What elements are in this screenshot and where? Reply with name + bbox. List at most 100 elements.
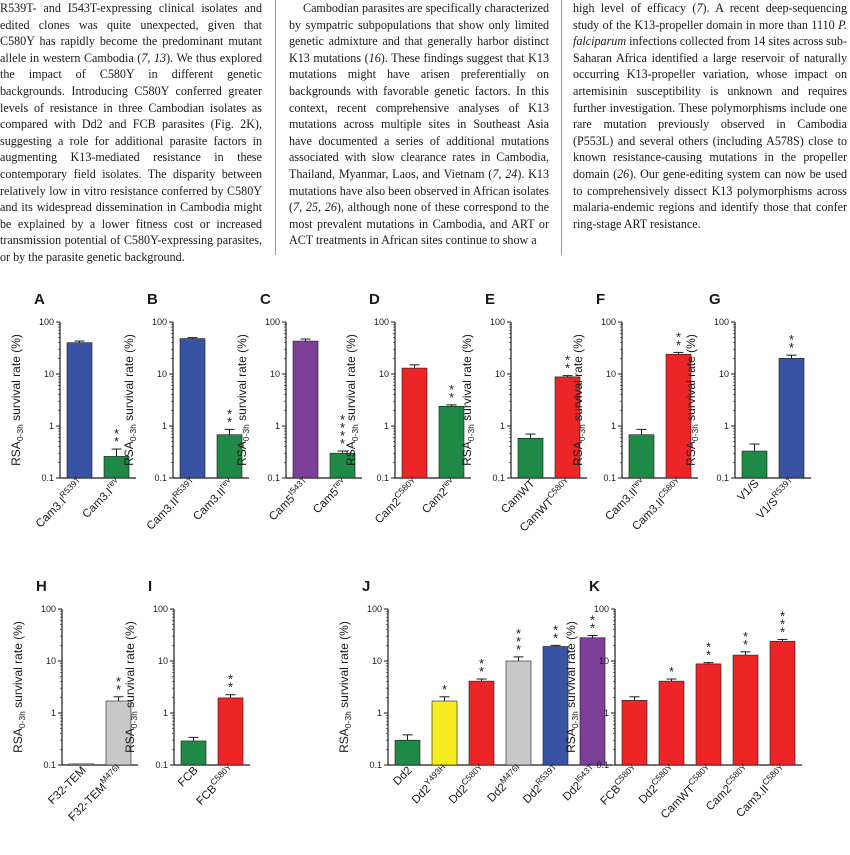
x-tick-label: Cam5rev — [308, 474, 350, 516]
bar — [68, 763, 95, 766]
column-rule — [561, 0, 562, 255]
italic-run: 7 — [492, 166, 499, 181]
italic-run: 7 — [141, 50, 148, 65]
y-tick-label: 1 — [611, 421, 616, 431]
significance-stars: * * — [227, 406, 232, 429]
text-run: , — [147, 50, 154, 65]
panel-e: E RSA0-3h survival rate (%) 100 10 1 0.1CamWT… — [460, 291, 587, 534]
text-run: , — [299, 200, 306, 215]
bar — [665, 353, 692, 479]
significance-stars: * — [442, 682, 447, 697]
y-tick-label: 1 — [275, 421, 280, 431]
column-paragraph: high level of efficacy (7). A recent dee… — [573, 0, 847, 232]
y-tick-label: 10 — [270, 369, 280, 379]
italic-run: 7 — [293, 200, 300, 215]
x-tick-label: Dd2C580Y — [444, 762, 489, 807]
italic-run: 13 — [154, 50, 167, 65]
bar — [394, 739, 421, 766]
significance-stars: * * — [553, 622, 558, 645]
y-tick-label: 0.1 — [603, 473, 616, 483]
x-tick-label: Dd2R539T — [518, 762, 562, 806]
significance-stars: * * — [590, 612, 595, 635]
x-tick-label: Cam3.IIrev — [188, 474, 237, 523]
significance-stars: * * — [116, 674, 121, 697]
italic-run: 26 — [324, 200, 337, 215]
significance-stars: * * — [676, 329, 681, 352]
panel-letter: A — [34, 291, 45, 308]
significance-stars: * * — [565, 353, 570, 376]
y-tick-label: 100 — [153, 604, 168, 614]
column-paragraph: R539T- and I543T-expressing clinical iso… — [0, 0, 262, 266]
y-axis-label: RSA0-3h survival rate (%) — [571, 334, 587, 466]
bar — [579, 637, 606, 766]
panel-g: G RSA0-3h survival rate (%) 100 10 1 0.1 V1/S *… — [684, 291, 811, 522]
y-tick-label: 100 — [265, 317, 280, 327]
x-tick-label: Cam3.Irev — [78, 474, 124, 520]
significance-stars: * — [669, 664, 674, 679]
y-tick-label: 0.1 — [41, 473, 54, 483]
y-tick-label: 0.1 — [267, 473, 280, 483]
y-tick-label: 1 — [377, 708, 382, 718]
x-tick-label: FCBC580Y — [192, 762, 238, 808]
bar — [105, 700, 132, 766]
panel-i: I RSA0-3h survival rate (%) 100 10 1 0.1 FCB * *… — [123, 578, 250, 808]
y-tick-label: 10 — [379, 369, 389, 379]
column-rule — [275, 0, 276, 255]
x-tick-label: Dd2Y493H — [407, 762, 452, 807]
y-tick-label: 10 — [157, 369, 167, 379]
y-axis-label: RSA0-3h survival rate (%) — [344, 334, 360, 466]
text-run: R539T- and I543T-expressing clinical iso… — [0, 1, 262, 65]
bar — [695, 663, 722, 766]
significance-stars: * * * — [780, 608, 785, 639]
panel-letter: F — [596, 291, 605, 308]
y-tick-label: 0.1 — [596, 760, 609, 770]
x-tick-label: FCB — [176, 764, 201, 789]
y-tick-label: 100 — [490, 317, 505, 327]
bar — [778, 358, 805, 479]
x-tick-label: Cam3.IIR539T — [142, 475, 200, 533]
bar — [542, 646, 569, 766]
y-tick-label: 0.1 — [376, 473, 389, 483]
bar — [401, 367, 428, 479]
italic-run: 26 — [617, 166, 630, 181]
text-column-1: R539T- and I543T-expressing clinical iso… — [0, 0, 262, 266]
y-axis-label: RSA0-3h survival rate (%) — [684, 334, 700, 466]
y-tick-label: 100 — [41, 604, 56, 614]
bar — [468, 680, 495, 766]
y-tick-label: 0.1 — [492, 473, 505, 483]
column-paragraph: Cambodian parasites are specifically cha… — [289, 0, 549, 249]
y-axis-label: RSA0-3h survival rate (%) — [460, 334, 476, 466]
y-tick-label: 1 — [500, 421, 505, 431]
y-axis-label: RSA0-3h survival rate (%) — [122, 334, 138, 466]
text-run: , — [317, 200, 325, 215]
y-tick-label: 1 — [604, 708, 609, 718]
significance-stars: * * — [114, 426, 119, 449]
y-tick-label: 100 — [594, 604, 609, 614]
x-tick-label: Dd2 — [391, 765, 414, 788]
x-tick-label: CamWT — [499, 478, 537, 516]
y-tick-label: 0.1 — [43, 760, 56, 770]
y-tick-label: 1 — [51, 708, 56, 718]
panel-letter: K — [589, 578, 600, 595]
text-run: Cambodian parasites are specifically cha… — [289, 1, 549, 65]
significance-stars: * * — [228, 672, 233, 695]
bar — [517, 438, 544, 479]
y-tick-label: 100 — [367, 604, 382, 614]
y-tick-label: 1 — [163, 708, 168, 718]
bar — [658, 680, 685, 766]
text-run: ). K13 mutations have also been observed… — [289, 166, 549, 215]
panel-letter: D — [369, 291, 380, 308]
panel-letter: C — [260, 291, 271, 308]
y-axis-label: RSA0-3h survival rate (%) — [123, 621, 139, 753]
bar — [217, 697, 244, 766]
bar — [216, 434, 243, 479]
text-run: , — [498, 166, 506, 181]
bar — [292, 340, 319, 479]
text-run: ), although none of these correspond to … — [289, 200, 549, 248]
significance-stars: * * — [789, 332, 794, 355]
y-axis-label: RSA0-3h survival rate (%) — [564, 621, 580, 753]
